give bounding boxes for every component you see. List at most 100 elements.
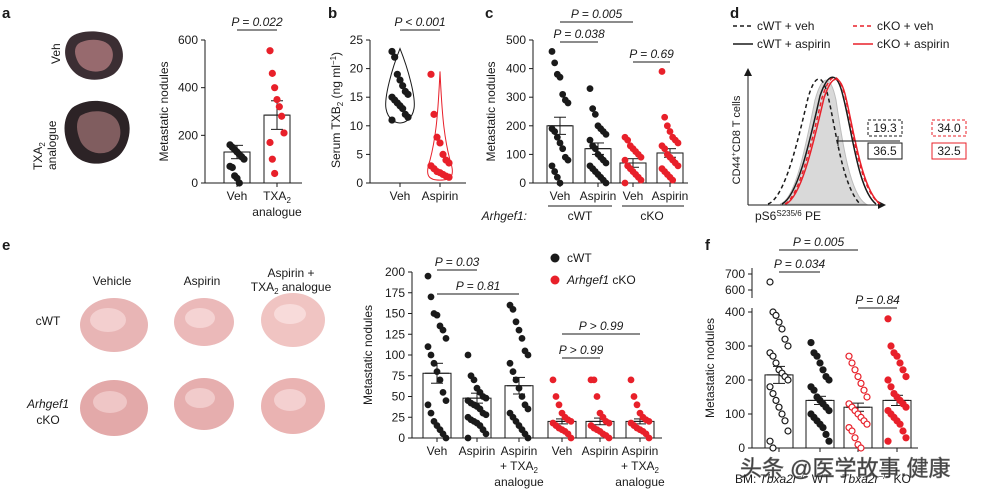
x-tick-label: TXA2 <box>263 189 291 205</box>
data-point <box>887 342 895 350</box>
data-point <box>766 383 774 391</box>
y-tick-label: 25 <box>350 33 364 47</box>
image-label-veh: Veh <box>49 43 63 64</box>
chart-e: 0 25 50 75 100 125 150 175 200 Metastatic nodules… <box>361 251 665 489</box>
data-point <box>893 352 901 360</box>
data-point <box>439 388 447 396</box>
histogram-cko-aspirin <box>785 78 881 205</box>
data-point <box>589 105 597 113</box>
data-point <box>591 110 599 118</box>
data-point <box>863 393 871 401</box>
x-tick-label: Aspirin <box>622 444 659 458</box>
data-point <box>857 379 865 387</box>
y-tick-label: 0 <box>191 176 198 190</box>
lung-image-txa2 <box>64 100 130 164</box>
data-point <box>819 424 827 432</box>
lung-photo-grid <box>80 293 325 436</box>
y-tick-label: 300 <box>506 90 526 104</box>
data-point <box>857 444 865 452</box>
genotype-label: Tbxa2r−/− WT <box>760 472 832 486</box>
p-value-label: P > 0.99 <box>559 343 604 357</box>
data-point <box>551 59 559 67</box>
data-point <box>854 373 862 381</box>
y-tick-label: 0 <box>519 176 526 190</box>
data-point <box>784 376 792 384</box>
p-value-label: P = 0.038 <box>553 27 605 41</box>
data-point <box>442 434 450 442</box>
data-point <box>772 311 780 319</box>
data-point <box>781 417 789 425</box>
y-tick-label: 100 <box>385 348 405 362</box>
data-point <box>442 397 450 405</box>
histogram-cwt-aspirin <box>781 76 877 205</box>
data-point <box>825 407 833 415</box>
x-tick-label: analogue <box>252 205 302 219</box>
data-point <box>268 69 276 77</box>
y-tick-label: 20 <box>350 62 364 76</box>
data-point <box>645 434 653 442</box>
legend-marker <box>550 253 560 263</box>
data-point <box>464 434 472 442</box>
data-point <box>427 351 435 359</box>
data-point <box>593 393 601 400</box>
data-point <box>228 163 236 172</box>
data-point <box>784 342 792 350</box>
y-tick-label: 200 <box>178 128 198 142</box>
p-value-label: P = 0.84 <box>855 293 900 307</box>
data-point <box>772 396 780 404</box>
data-point <box>439 150 447 158</box>
x-tick-label: Veh <box>390 189 411 203</box>
row-label-arhgef1: Arhgef1 <box>26 397 69 411</box>
x-tick-label: Veh <box>623 189 644 203</box>
data-point <box>524 434 532 442</box>
data-point <box>627 376 635 384</box>
y-tick-label: 5 <box>356 147 363 161</box>
y-axis-arrowhead <box>744 68 752 76</box>
p-value-label: P = 0.005 <box>793 235 845 249</box>
data-point <box>436 376 444 384</box>
data-point <box>658 68 666 75</box>
svg-text:TXA2: TXA2 <box>31 142 47 170</box>
data-point <box>512 376 520 384</box>
y-axis-label: CD44+CD8 T cells <box>731 95 743 184</box>
legend-label: cWT <box>567 251 592 265</box>
p-value-label: P > 0.99 <box>579 319 624 333</box>
data-point <box>778 325 786 333</box>
data-point <box>666 128 674 135</box>
data-point <box>404 90 412 98</box>
data-point <box>564 99 572 107</box>
data-point <box>464 351 472 359</box>
data-point <box>637 153 645 161</box>
watermark: 头条 @医学故事.健康 <box>740 456 951 481</box>
y-axis-label: Serum TXB2 (ng ml−1) <box>329 52 345 168</box>
data-point <box>509 305 517 313</box>
group-title: Arhgef1: <box>481 209 527 223</box>
x-tick-label: Aspirin <box>652 189 689 203</box>
panel-label-b: b <box>328 5 337 22</box>
data-point <box>586 85 594 93</box>
data-point <box>896 359 904 367</box>
data-point <box>549 376 557 384</box>
data-point <box>427 293 435 301</box>
data-point <box>590 376 598 384</box>
data-point <box>548 48 556 55</box>
data-point <box>669 176 677 184</box>
x-tick-label: Aspirin <box>422 189 459 203</box>
data-point <box>393 70 401 78</box>
data-point <box>899 427 907 435</box>
x-tick-label: Veh <box>552 444 573 458</box>
chart-f: 0 100 200 300 400 600 700 Metastatic nodules P =… <box>703 235 918 486</box>
legend-label: cKO + aspirin <box>877 37 949 51</box>
chart-a: 0 200 400 600 Metastatic nodules P = 0.022 Veh… <box>157 15 302 219</box>
p-value-label: P = 0.81 <box>456 279 501 293</box>
y-tick-label: 75 <box>392 369 406 383</box>
lung-image-veh <box>65 31 123 80</box>
data-point <box>427 409 435 417</box>
data-point <box>848 359 856 367</box>
data-point <box>863 420 871 428</box>
data-point <box>807 339 815 347</box>
y-tick-label: 100 <box>506 147 526 161</box>
data-point <box>621 156 629 164</box>
mfi-value: 19.3 <box>873 121 897 135</box>
panel-label-a: a <box>2 5 11 22</box>
